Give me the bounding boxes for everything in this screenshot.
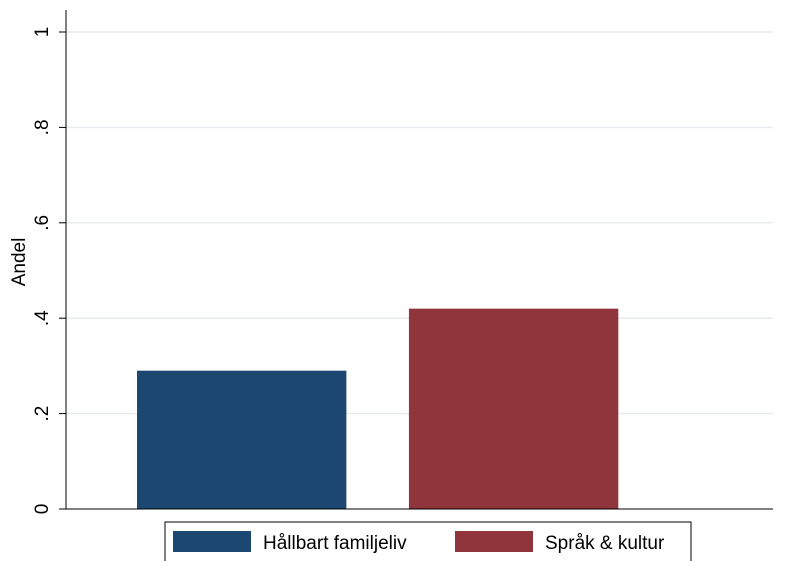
bars — [137, 308, 619, 509]
legend: Hållbart familjeliv Språk & kultur — [164, 521, 692, 561]
y-tick-label: .8 — [32, 119, 53, 135]
legend-box — [164, 521, 692, 561]
y-ticks: 0 .2 .4 .6 .8 1 — [32, 27, 66, 515]
y-tick-label: .6 — [32, 215, 53, 231]
grid-lines — [66, 31, 773, 415]
y-tick-label: 1 — [32, 27, 53, 38]
legend-label: Språk & kultur — [545, 533, 665, 554]
bar — [137, 370, 347, 509]
legend-swatch — [455, 531, 533, 552]
y-tick-label: .2 — [32, 406, 53, 422]
axes — [65, 10, 773, 510]
bar — [408, 308, 619, 509]
legend-swatch — [173, 531, 251, 552]
y-tick-label: .4 — [32, 310, 53, 326]
y-axis-title: Andel — [9, 238, 30, 287]
y-tick-label: 0 — [32, 504, 53, 515]
legend-label: Hållbart familjeliv — [263, 533, 407, 554]
